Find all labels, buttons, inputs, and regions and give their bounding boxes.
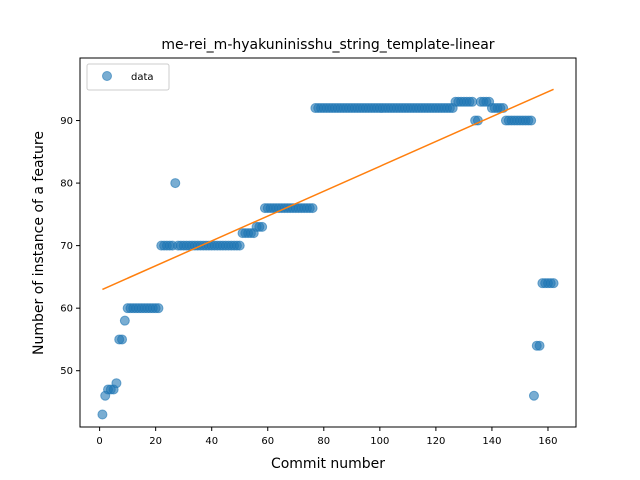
y-tick-label: 50 — [60, 366, 73, 377]
x-tick-label: 20 — [149, 436, 162, 447]
data-point — [307, 203, 318, 214]
x-tick-label: 60 — [261, 436, 274, 447]
y-tick-label: 80 — [60, 179, 73, 190]
data-point — [534, 340, 545, 351]
data-point — [111, 378, 122, 389]
y-tick-label: 90 — [60, 116, 73, 127]
x-tick-label: 100 — [370, 436, 389, 447]
data-point — [170, 178, 181, 189]
data-point — [117, 334, 128, 345]
legend: data — [86, 63, 170, 91]
legend-marker-data — [102, 71, 112, 81]
y-tick-label: 60 — [60, 304, 73, 315]
fit-line — [102, 88, 554, 291]
y-tick-label: 70 — [60, 241, 73, 252]
legend-label-data: data — [131, 72, 154, 83]
x-tick-label: 140 — [482, 436, 501, 447]
plot-area: 0 20 40 60 80 100 120 140 160 50 60 70 80 90 — [60, 57, 577, 447]
data-point — [257, 221, 268, 232]
x-axis-label: Commit number — [271, 456, 385, 472]
x-tick-label: 80 — [317, 436, 330, 447]
chart-title: me-rei_m-hyakuninisshu_string_template-l… — [161, 37, 494, 53]
data-point — [528, 390, 539, 401]
axes-frame — [79, 57, 577, 428]
x-tick-label: 0 — [96, 436, 102, 447]
y-axis-label: Number of instance of a feature — [31, 131, 47, 355]
data-point — [234, 240, 245, 251]
x-tick-label: 120 — [426, 436, 445, 447]
data-point — [119, 315, 130, 326]
legend-box — [86, 63, 170, 91]
x-tick-label: 40 — [205, 436, 218, 447]
data-point — [548, 278, 559, 289]
data-point — [97, 409, 108, 420]
data-point — [153, 303, 164, 314]
data-point — [526, 115, 537, 126]
x-tick-label: 160 — [538, 436, 557, 447]
data-point — [467, 96, 478, 107]
